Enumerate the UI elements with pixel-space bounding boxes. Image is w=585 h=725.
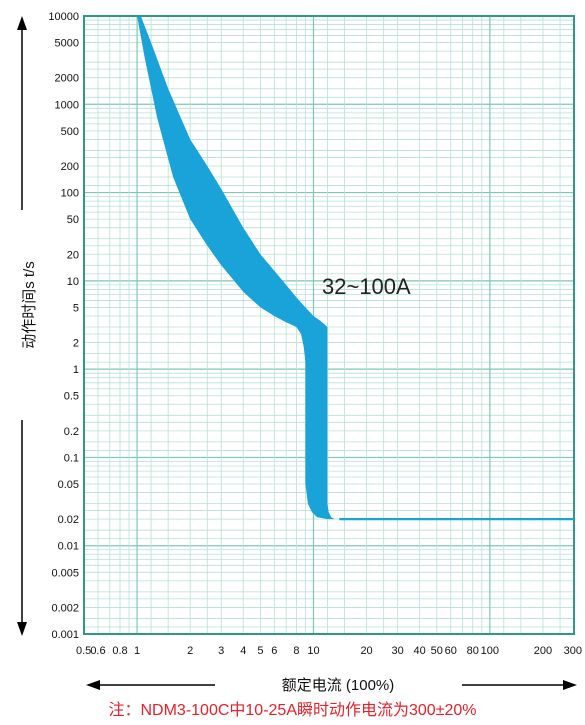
x-tick-label: 8: [293, 645, 299, 657]
y-tick-label: 0.05: [58, 479, 79, 491]
x-tick-label: 200: [534, 645, 552, 657]
x-tick-label: 100: [481, 645, 499, 657]
grid: [83, 16, 575, 635]
trip-curve-band: [137, 16, 574, 520]
plot-frame: [83, 15, 575, 635]
x-tick-label: 0.5: [76, 645, 91, 657]
y-tick-label: 2000: [55, 73, 79, 85]
y-tick-label: 10000: [48, 11, 79, 23]
y-tick-label: 0.005: [51, 567, 79, 579]
y-tick-label: 50: [67, 214, 79, 226]
y-tick-labels: 10000 5000 2000 1000 500 200 100 50 20 10 5 2 1 0.5 0.…: [48, 11, 79, 641]
x-axis-title: 额定电流 (100%): [282, 677, 395, 694]
x-tick-label: 50: [431, 645, 443, 657]
x-tick-label: 1: [134, 645, 140, 657]
x-tick-label: 60: [445, 645, 457, 657]
x-tick-label: 0.6: [90, 645, 105, 657]
y-tick-label: 2: [73, 338, 79, 350]
x-tick-label: 40: [414, 645, 426, 657]
x-axis-arrow-right: [462, 680, 577, 690]
y-tick-label: 200: [61, 161, 79, 173]
y-tick-label: 0.5: [64, 391, 79, 403]
y-tick-label: 0.02: [58, 514, 79, 526]
x-tick-label: 0.8: [112, 645, 127, 657]
x-tick-label: 20: [360, 645, 372, 657]
y-tick-label: 1: [73, 364, 79, 376]
x-tick-labels: 0.5 0.6 0.8 1 2 3 4 5 6 8 10 20 30 40 50 60 80 100 200 300: [76, 645, 582, 657]
y-tick-label: 5000: [55, 38, 79, 50]
x-tick-label: 30: [391, 645, 403, 657]
y-tick-label: 0.1: [64, 452, 79, 464]
y-tick-label: 0.2: [64, 426, 79, 438]
footnote: 注：NDM3-100C中10-25A瞬时动作电流为300±20%: [108, 702, 477, 719]
x-tick-label: 3: [218, 645, 224, 657]
x-tick-label: 2: [187, 645, 193, 657]
x-tick-label: 300: [564, 645, 582, 657]
y-tick-label: 500: [61, 126, 79, 138]
y-tick-label: 100: [61, 188, 79, 200]
y-tick-label: 0.01: [58, 541, 79, 553]
x-axis-arrow-left: [86, 680, 215, 690]
y-axis-arrow-up: [17, 16, 27, 210]
y-tick-label: 10: [67, 276, 79, 288]
y-tick-label: 0.002: [51, 602, 79, 614]
y-axis-arrow-down: [17, 420, 27, 636]
y-tick-label: 1000: [55, 99, 79, 111]
y-tick-label: 5: [73, 302, 79, 314]
x-tick-label: 5: [257, 645, 263, 657]
current-range-annotation: 32~100A: [322, 274, 411, 299]
x-tick-label: 4: [240, 645, 246, 657]
x-tick-label: 6: [271, 645, 277, 657]
y-tick-label: 20: [67, 249, 79, 261]
x-tick-label: 80: [467, 645, 479, 657]
x-tick-label: 10: [307, 645, 319, 657]
y-tick-label: 0.001: [51, 629, 79, 641]
y-axis-title: 动作时间s t/s: [21, 261, 38, 349]
